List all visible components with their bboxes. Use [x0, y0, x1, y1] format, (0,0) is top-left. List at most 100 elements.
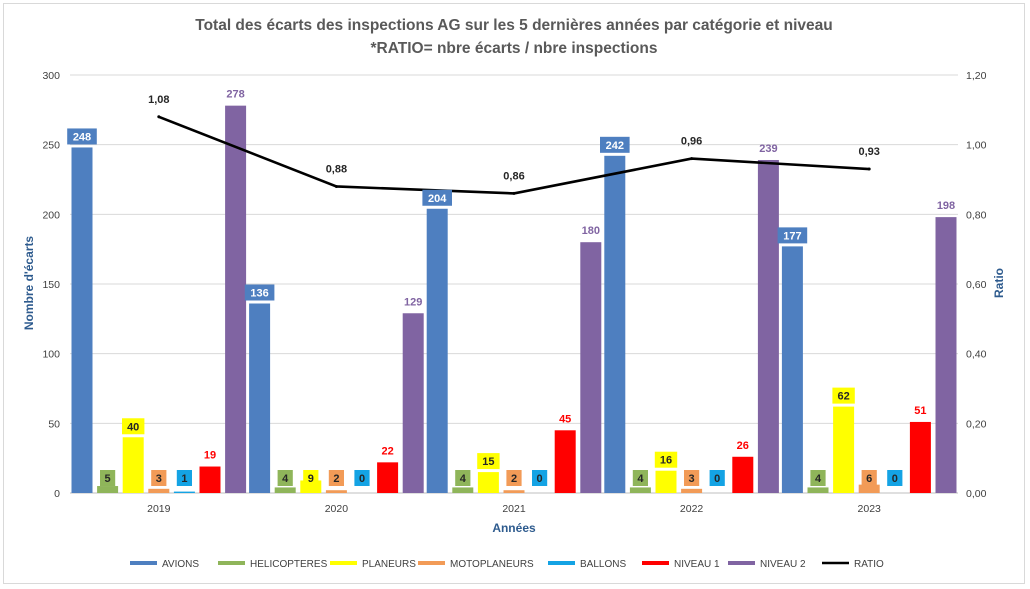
legend-item-planeurs: PLANEURS: [330, 559, 416, 570]
bar-niveau-2: [580, 242, 602, 493]
legend-swatch: [642, 561, 669, 565]
data-label: 136: [250, 288, 268, 300]
data-label-box: [709, 470, 725, 486]
y2-tick-label: 0,60: [966, 279, 987, 291]
data-label: 129: [404, 296, 422, 308]
bar-helicopteres: [97, 486, 119, 493]
data-label-box: [887, 470, 903, 486]
y-tick-label: 250: [42, 140, 60, 152]
x-tick-label: 2023: [858, 503, 882, 515]
bar-niveau-2: [402, 313, 424, 493]
legend-swatch: [418, 561, 445, 565]
y2-axis-title: Ratio: [992, 268, 1006, 298]
legend-item-niveau-1: NIVEAU 1: [642, 559, 720, 570]
data-label: 0: [359, 473, 365, 485]
data-label-box: [67, 128, 97, 145]
data-label-box: [684, 470, 700, 486]
data-label-box: [176, 470, 192, 486]
y-axis-left: 0 50 100 150 200 250 300: [42, 70, 60, 500]
data-label-box: [328, 470, 344, 486]
data-label: 248: [73, 131, 91, 143]
data-label: 15: [482, 456, 494, 468]
x-tick-label: 2019: [147, 503, 171, 515]
data-label: 45: [559, 413, 571, 425]
legend-label: AVIONS: [162, 559, 199, 570]
legend-swatch: [130, 561, 157, 565]
data-label: 242: [606, 140, 624, 152]
data-label-box: [354, 470, 370, 486]
legend-label: NIVEAU 2: [760, 559, 806, 570]
data-label-box: [632, 470, 648, 486]
data-label-box: [455, 470, 471, 486]
data-label: 2: [511, 473, 517, 485]
y2-tick-label: 0,00: [966, 488, 987, 500]
data-label: 40: [127, 421, 139, 433]
bar-motoplaneurs: [503, 490, 525, 493]
bar-niveau-1: [377, 462, 399, 493]
legend-item-ballons: BALLONS: [548, 559, 626, 570]
data-label: 180: [582, 225, 600, 237]
data-label: 9: [308, 473, 314, 485]
data-label-box: [832, 387, 855, 404]
bar-helicopteres: [629, 487, 651, 493]
data-label: 3: [689, 473, 695, 485]
y2-tick-label: 0,40: [966, 349, 987, 361]
data-label: 4: [637, 473, 644, 485]
bar-planeurs: [833, 406, 855, 493]
data-label: 0: [537, 473, 543, 485]
data-label: 51: [914, 405, 926, 417]
bar-planeurs: [655, 470, 677, 493]
data-label-box: [506, 470, 522, 486]
y-tick-label: 100: [42, 349, 60, 361]
bar-planeurs: [122, 437, 144, 493]
y-axis-right: 0,00 0,20 0,40 0,60 0,80 1,00 1,20: [966, 70, 987, 500]
data-label: 2: [333, 473, 339, 485]
y-tick-label: 0: [54, 488, 60, 500]
data-label: 6: [866, 473, 872, 485]
data-label: 4: [282, 473, 289, 485]
y2-tick-label: 1,00: [966, 140, 987, 152]
ratio-point: [334, 184, 338, 188]
legend-label: HELICOPTERES: [250, 559, 328, 570]
y2-tick-label: 1,20: [966, 70, 987, 82]
legend-item-helicopteres: HELICOPTERES: [218, 559, 328, 570]
data-label: 26: [737, 440, 749, 452]
ratio-data-label: 0,96: [681, 136, 702, 148]
y-tick-label: 200: [42, 209, 60, 221]
data-label: 22: [381, 445, 393, 457]
bar-niveau-1: [199, 466, 221, 493]
ratio-data-label: 0,93: [858, 146, 879, 158]
ratio-point: [867, 167, 871, 171]
data-label-box: [532, 470, 548, 486]
data-label: 19: [204, 450, 216, 462]
legend-label: PLANEURS: [362, 559, 416, 570]
bar-avions: [604, 155, 626, 493]
bar-avions: [249, 303, 271, 493]
ratio-data-label: 0,86: [503, 170, 524, 182]
x-tick-label: 2021: [502, 503, 526, 515]
data-label-box: [244, 284, 275, 301]
legend-swatch: [548, 561, 575, 565]
ratio-data-label: 0,88: [326, 163, 347, 175]
legend: AVIONS HELICOPTERES PLANEURS MOTOPLANEURS BA…: [130, 559, 884, 570]
data-label: 4: [815, 473, 822, 485]
bars: [71, 105, 957, 494]
bar-avions: [71, 147, 93, 493]
data-label: 5: [105, 473, 111, 485]
data-label: 239: [759, 143, 777, 155]
legend-item-motoplaneurs: MOTOPLANEURS: [418, 559, 534, 570]
x-axis-title: Années: [492, 521, 536, 535]
legend-swatch: [218, 561, 245, 565]
y-tick-label: 300: [42, 70, 60, 82]
data-label: 62: [837, 391, 849, 403]
chart-title: Total des écarts des inspections AG sur …: [195, 17, 832, 34]
bar-planeurs: [477, 472, 499, 493]
bar-helicopteres: [807, 487, 829, 493]
data-label-box: [303, 470, 319, 486]
ratio-point: [157, 115, 161, 119]
ratio-data-label: 1,08: [148, 94, 169, 106]
legend-swatch: [728, 561, 755, 565]
bar-niveau-1: [909, 421, 931, 493]
chart-subtitle: *RATIO= nbre écarts / nbre inspections: [371, 40, 658, 57]
